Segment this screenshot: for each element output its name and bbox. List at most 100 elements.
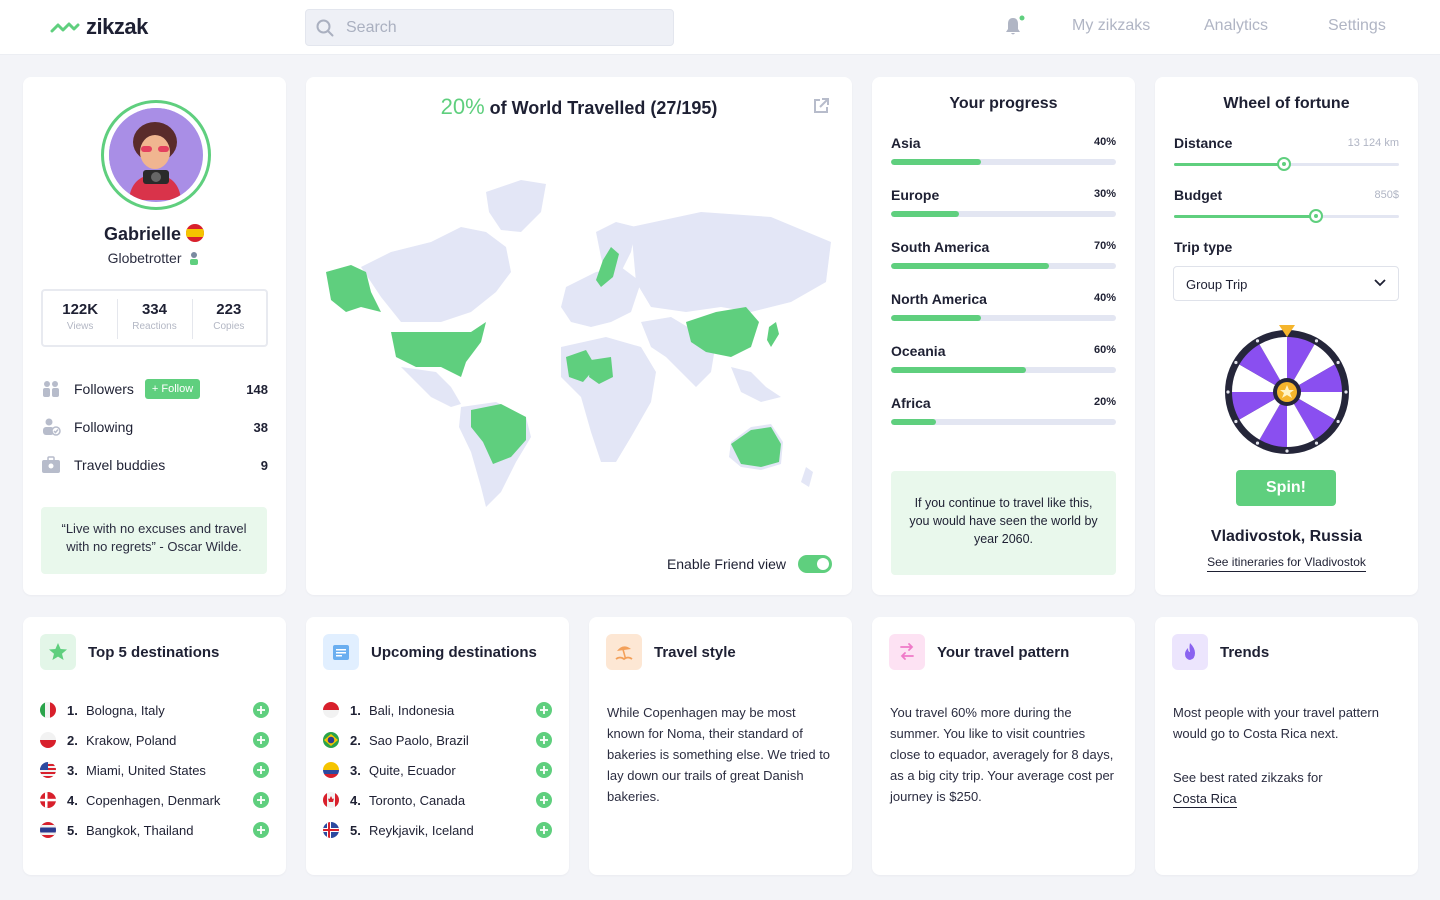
spin-button[interactable]: Spin! <box>1236 470 1336 506</box>
progress-fill <box>891 367 1026 373</box>
map-country-alaska <box>326 265 381 312</box>
nav-my-zikzaks[interactable]: My zikzaks <box>1072 17 1151 34</box>
list-item[interactable]: 2. Krakow, Poland <box>40 731 269 749</box>
trends-text: Most people with your travel pattern wou… <box>1173 705 1379 808</box>
budget-handle[interactable] <box>1308 209 1323 223</box>
progress-europe: Europe 30% <box>891 187 1116 217</box>
itinerary-link[interactable]: See itineraries for Vladivostok <box>1207 555 1366 572</box>
wheel-segment <box>1259 337 1287 392</box>
list-item[interactable]: 2. Sao Paolo, Brazil <box>323 731 552 749</box>
logo[interactable]: zikzak <box>50 14 148 40</box>
rank-number: 3. <box>350 762 361 778</box>
destination-name: Quite, Ecuador <box>369 762 456 778</box>
travel-style-text: While Copenhagen may be most known for N… <box>607 705 831 804</box>
search-input[interactable] <box>346 10 656 45</box>
add-circle-icon[interactable] <box>536 702 552 718</box>
upcoming-icon-box <box>323 634 359 670</box>
list-item[interactable]: 4. Copenhagen, Denmark <box>40 791 269 809</box>
progress-track <box>891 159 1116 165</box>
world-map[interactable] <box>321 172 837 512</box>
stat-reactions: 334 Reactions <box>117 291 191 345</box>
distance-track[interactable] <box>1174 157 1399 171</box>
progress-percent: 30% <box>1093 188 1116 200</box>
list-item[interactable]: 4. Toronto, Canada <box>323 791 552 809</box>
add-circle-icon[interactable] <box>253 792 269 808</box>
followers-row[interactable]: Followers + Follow 148 <box>41 377 268 401</box>
travel-pattern-icon-box <box>889 634 925 670</box>
rank-number: 3. <box>67 762 78 778</box>
destination-name: Reykjavik, Iceland <box>369 822 474 838</box>
follow-button[interactable]: + Follow <box>144 379 201 399</box>
travel-style-card: Travel style While Copenhagen may be mos… <box>589 617 852 875</box>
wheel-dot <box>1344 390 1348 394</box>
map-country-brazil <box>471 404 526 464</box>
list-item[interactable]: 1. Bologna, Italy <box>40 701 269 719</box>
wheel-segment <box>1239 392 1287 440</box>
list-item[interactable]: 5. Reykjavik, Iceland <box>323 821 552 839</box>
progress-region-label: Asia <box>891 135 921 151</box>
list-item[interactable]: 5. Bangkok, Thailand <box>40 821 269 839</box>
add-circle-icon[interactable] <box>536 792 552 808</box>
add-circle-icon[interactable] <box>253 702 269 718</box>
buddies-row[interactable]: Travel buddies 9 <box>41 453 268 477</box>
avatar[interactable] <box>101 100 211 210</box>
progress-track <box>891 211 1116 217</box>
add-circle-icon[interactable] <box>253 822 269 838</box>
progress-card: Your progress Asia 40% Europe 30% South Amer… <box>872 77 1135 595</box>
flag-us-icon <box>40 762 56 778</box>
budget-track[interactable] <box>1174 209 1399 223</box>
nav-analytics[interactable]: Analytics <box>1204 17 1269 34</box>
distance-handle[interactable] <box>1277 157 1292 171</box>
map-country-north-africa <box>566 350 596 382</box>
progress-region-label: Africa <box>891 395 931 411</box>
costa-rica-link[interactable]: Costa Rica <box>1173 791 1237 808</box>
add-circle-icon[interactable] <box>536 732 552 748</box>
list-item[interactable]: 1. Bali, Indonesia <box>323 701 552 719</box>
distance-value: 13 124 km <box>1347 137 1399 149</box>
wheel-destination: Vladivostok, Russia <box>1210 528 1363 545</box>
progress-fill <box>891 159 981 165</box>
buddies-label: Travel buddies <box>74 457 166 473</box>
flag-ca-icon <box>323 792 339 808</box>
notifications-button[interactable] <box>1003 15 1027 42</box>
zigzag-logo-icon <box>50 22 80 33</box>
upcoming-title: Upcoming destinations <box>371 644 537 661</box>
top-destinations-title: Top 5 destinations <box>88 644 220 661</box>
flag-dk-icon <box>40 792 56 808</box>
progress-region-label: Europe <box>891 187 940 203</box>
bell-icon <box>1006 15 1025 35</box>
list-item[interactable]: 3. Miami, United States <box>40 761 269 779</box>
add-circle-icon[interactable] <box>536 762 552 778</box>
add-circle-icon[interactable] <box>253 732 269 748</box>
external-link-icon[interactable] <box>812 97 830 115</box>
wheel-dot <box>1336 360 1340 365</box>
trip-type-value: Group Trip <box>1186 277 1248 292</box>
wheel-card: Wheel of fortune Distance 13 124 km Budg… <box>1155 77 1418 595</box>
friend-view-toggle[interactable] <box>798 555 832 573</box>
trends-card: Trends Most people with your travel patt… <box>1155 617 1418 875</box>
following-label: Following <box>74 419 134 435</box>
add-circle-icon[interactable] <box>536 822 552 838</box>
travel-pattern-text: You travel 60% more during the summer. Y… <box>890 705 1115 804</box>
calendar-icon <box>333 645 349 660</box>
fortune-wheel[interactable] <box>1224 325 1350 455</box>
followers-icon <box>43 381 59 397</box>
stat-views: 122K Views <box>62 301 99 332</box>
progress-track <box>891 315 1116 321</box>
friend-view-control: Enable Friend view <box>667 555 832 573</box>
rank-number: 5. <box>350 822 361 838</box>
world-map-card: 20% of World Travelled (27/195) <box>306 77 852 595</box>
destination-name: Miami, United States <box>86 762 206 778</box>
nav-settings[interactable]: Settings <box>1328 17 1386 34</box>
following-row[interactable]: Following 38 <box>41 415 268 439</box>
progress-fill <box>891 315 981 321</box>
wheel-segment <box>1287 344 1335 392</box>
flag-th-icon <box>40 822 56 838</box>
following-count: 38 <box>253 419 268 435</box>
add-circle-icon[interactable] <box>253 762 269 778</box>
list-item[interactable]: 3. Quite, Ecuador <box>323 761 552 779</box>
travel-style-icon-box <box>606 634 642 670</box>
wheel-segment <box>1232 392 1287 420</box>
rank-number: 2. <box>350 732 361 748</box>
trip-type-select[interactable]: Group Trip <box>1173 266 1399 301</box>
